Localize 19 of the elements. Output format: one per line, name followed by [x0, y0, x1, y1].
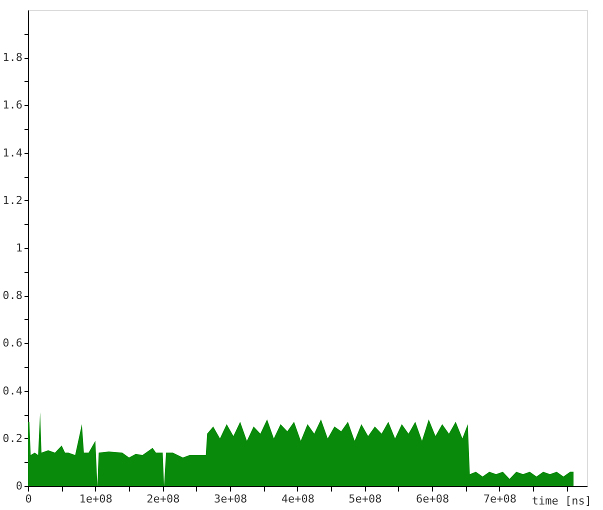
- y-tick-label: 0.2: [2, 432, 22, 445]
- x-tick-label: 4e+08: [281, 492, 314, 506]
- y-tick-label: 0: [16, 480, 22, 492]
- x-tick-label: 3e+08: [214, 492, 248, 506]
- y-tick-label: 1.8: [2, 51, 22, 64]
- y-tick-label: 1.6: [2, 98, 22, 112]
- x-tick-label: 2e+08: [146, 492, 180, 506]
- y-tick-label: 0.6: [2, 336, 22, 350]
- x-axis-title: time [ns]: [532, 494, 592, 508]
- y-tick-label: 1.2: [2, 194, 22, 207]
- x-tick-label: 7e+08: [483, 492, 517, 506]
- x-tick-label: 0: [25, 492, 32, 506]
- x-tick-label: 5e+08: [348, 492, 382, 506]
- y-tick-label: 1: [16, 242, 22, 254]
- y-tick-label: 1.4: [2, 146, 23, 160]
- x-tick-label: 6e+08: [416, 492, 450, 506]
- x-tick-label: 1e+08: [79, 492, 112, 506]
- y-tick-label: 0.4: [2, 384, 23, 398]
- y-tick-label: 0.8: [2, 289, 22, 302]
